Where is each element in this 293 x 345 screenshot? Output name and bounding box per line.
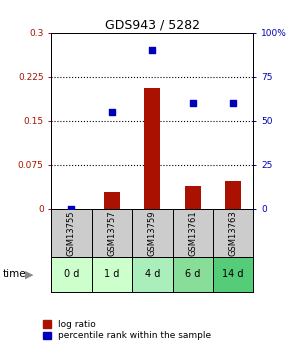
Text: 6 d: 6 d — [185, 269, 200, 279]
Text: 1 d: 1 d — [104, 269, 120, 279]
Bar — [51, 257, 92, 292]
Bar — [92, 257, 132, 292]
Point — [190, 100, 195, 106]
Bar — [173, 209, 213, 257]
Point — [69, 206, 74, 211]
Text: GSM13763: GSM13763 — [229, 210, 238, 256]
Bar — [173, 257, 213, 292]
Text: ▶: ▶ — [25, 269, 34, 279]
Bar — [132, 209, 173, 257]
Bar — [213, 257, 253, 292]
Point — [110, 109, 114, 115]
Bar — [92, 209, 132, 257]
Bar — [132, 257, 173, 292]
Point — [231, 100, 236, 106]
Text: 4 d: 4 d — [145, 269, 160, 279]
Point — [150, 48, 155, 53]
Text: GSM13755: GSM13755 — [67, 210, 76, 256]
Text: GSM13761: GSM13761 — [188, 210, 197, 256]
Text: GSM13757: GSM13757 — [108, 210, 116, 256]
Bar — [51, 209, 92, 257]
Text: 0 d: 0 d — [64, 269, 79, 279]
Bar — [213, 209, 253, 257]
Bar — [144, 88, 161, 209]
Bar — [104, 192, 120, 209]
Title: GDS943 / 5282: GDS943 / 5282 — [105, 19, 200, 32]
Bar — [225, 180, 241, 209]
Text: 14 d: 14 d — [222, 269, 244, 279]
Text: time: time — [3, 269, 27, 279]
Text: GSM13759: GSM13759 — [148, 210, 157, 256]
Bar — [185, 186, 201, 209]
Legend: log ratio, percentile rank within the sample: log ratio, percentile rank within the sa… — [42, 320, 211, 341]
